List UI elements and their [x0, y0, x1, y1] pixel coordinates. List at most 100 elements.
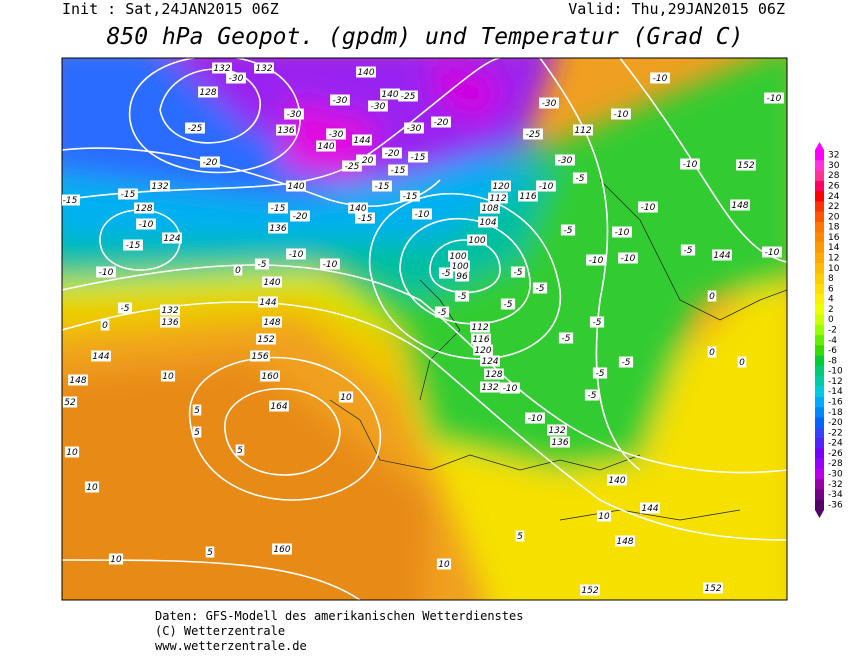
- colorbar-label: -30: [828, 470, 843, 480]
- contour-label-box: [368, 100, 388, 112]
- contour-label-box: [550, 436, 570, 448]
- contour-label: 52: [64, 398, 76, 408]
- contour-label-box: [618, 356, 634, 368]
- colorbar-label: -4: [828, 336, 837, 346]
- contour-label: -5: [438, 308, 447, 318]
- contour-label: 148: [616, 537, 633, 547]
- contour-label: 148: [731, 201, 748, 211]
- contour-label-box: [500, 298, 516, 310]
- contour-label-box: [450, 260, 470, 272]
- contour-label-box: [454, 290, 470, 302]
- colorbar-swatch: [815, 479, 824, 490]
- contour-label-box: [162, 232, 182, 244]
- contour-label: 124: [481, 357, 498, 367]
- colorbar-label: -12: [828, 377, 843, 387]
- contour-label-box: [160, 316, 180, 328]
- contour-label: -20: [385, 149, 400, 159]
- contour-label-box: [612, 226, 632, 238]
- contour-label: 0: [235, 266, 241, 276]
- contour-label-box: [342, 160, 362, 172]
- contour-label-box: [117, 302, 133, 314]
- contour-label-box: [356, 154, 376, 166]
- contour-label-box: [470, 321, 490, 333]
- contour-label: 5: [207, 548, 213, 558]
- colorbar-label: -18: [828, 408, 843, 418]
- contour-label-box: [480, 202, 500, 214]
- contour-label-box: [580, 584, 600, 596]
- contour-label-box: [762, 246, 782, 258]
- contour-label-box: [473, 344, 493, 356]
- contour-label: -15: [121, 190, 136, 200]
- contour-label: 132: [151, 182, 168, 192]
- contour-label: 100: [449, 252, 466, 262]
- colorbar-label: 10: [828, 264, 840, 274]
- contour-label: 112: [574, 126, 591, 136]
- colorbar-swatch: [815, 324, 824, 336]
- contour-label: 5: [517, 532, 523, 542]
- contour-label: 144: [641, 504, 658, 514]
- contour-label-box: [680, 244, 696, 256]
- contour-label: 120: [492, 182, 509, 192]
- colorbar-label: 24: [828, 192, 840, 202]
- colorbar-swatch: [815, 396, 824, 408]
- contour-label-box: [607, 474, 627, 486]
- contour-label-box: [356, 66, 376, 78]
- contour-label-box: [539, 97, 559, 109]
- contour-label: 136: [551, 438, 568, 448]
- contour-label-box: [352, 134, 372, 146]
- colorbar-swatch: [815, 180, 824, 192]
- contour-label-box: [200, 156, 220, 168]
- contour-label-box: [573, 124, 593, 136]
- contour-label-box: [532, 282, 548, 294]
- contour-label: -5: [564, 226, 573, 236]
- contour-label-box: [438, 267, 454, 279]
- contour-label-box: [192, 426, 202, 438]
- contour-label-box: [286, 248, 306, 260]
- colorbar-swatch: [815, 366, 824, 377]
- contour-label: -5: [458, 292, 467, 302]
- contour-label: -10: [683, 160, 698, 170]
- contour-label-box: [589, 316, 605, 328]
- contour-label: 132: [481, 383, 498, 393]
- contour-label: -10: [289, 250, 304, 260]
- contour-label-box: [276, 124, 296, 136]
- contour-label-box: [523, 128, 543, 140]
- contour-label-box: [136, 218, 156, 230]
- colorbar-label: -26: [828, 449, 843, 459]
- contour-label: 136: [161, 318, 178, 328]
- colorbar-swatch: [815, 304, 824, 315]
- contour-label-box: [268, 202, 288, 214]
- contour-label: 144: [353, 136, 370, 146]
- contour-label: 164: [270, 402, 287, 412]
- contour-label: -10: [653, 74, 668, 84]
- contour-label-box: [434, 306, 450, 318]
- contour-label-box: [712, 249, 732, 261]
- contour-label: -5: [536, 284, 545, 294]
- colorbar-label: -32: [828, 480, 843, 490]
- contour-label: -5: [504, 300, 513, 310]
- contour-label-box: [488, 192, 508, 204]
- colorbar-label: 28: [828, 171, 840, 181]
- contour-label-box: [380, 88, 400, 100]
- contour-label-box: [226, 72, 246, 84]
- contour-label: -30: [333, 96, 348, 106]
- contour-label: 112: [489, 194, 506, 204]
- contour-label-box: [398, 90, 418, 102]
- contour-label: 152: [257, 335, 274, 345]
- contour-label: 0: [709, 348, 715, 358]
- contour-label-box: [254, 258, 270, 270]
- contour-label: 10: [340, 393, 352, 403]
- contour-label: 160: [273, 545, 290, 555]
- contour-label: -5: [588, 391, 597, 401]
- contour-label: -15: [271, 204, 286, 214]
- colorbar-swatch: [815, 242, 824, 254]
- contour-label: -5: [684, 246, 693, 256]
- colorbar-swatch: [815, 160, 824, 171]
- contour-label-box: [326, 128, 346, 140]
- contour-label-box: [62, 194, 80, 206]
- contour-label-box: [348, 202, 368, 214]
- contour-label-box: [123, 239, 143, 251]
- colorbar-swatch: [815, 458, 824, 470]
